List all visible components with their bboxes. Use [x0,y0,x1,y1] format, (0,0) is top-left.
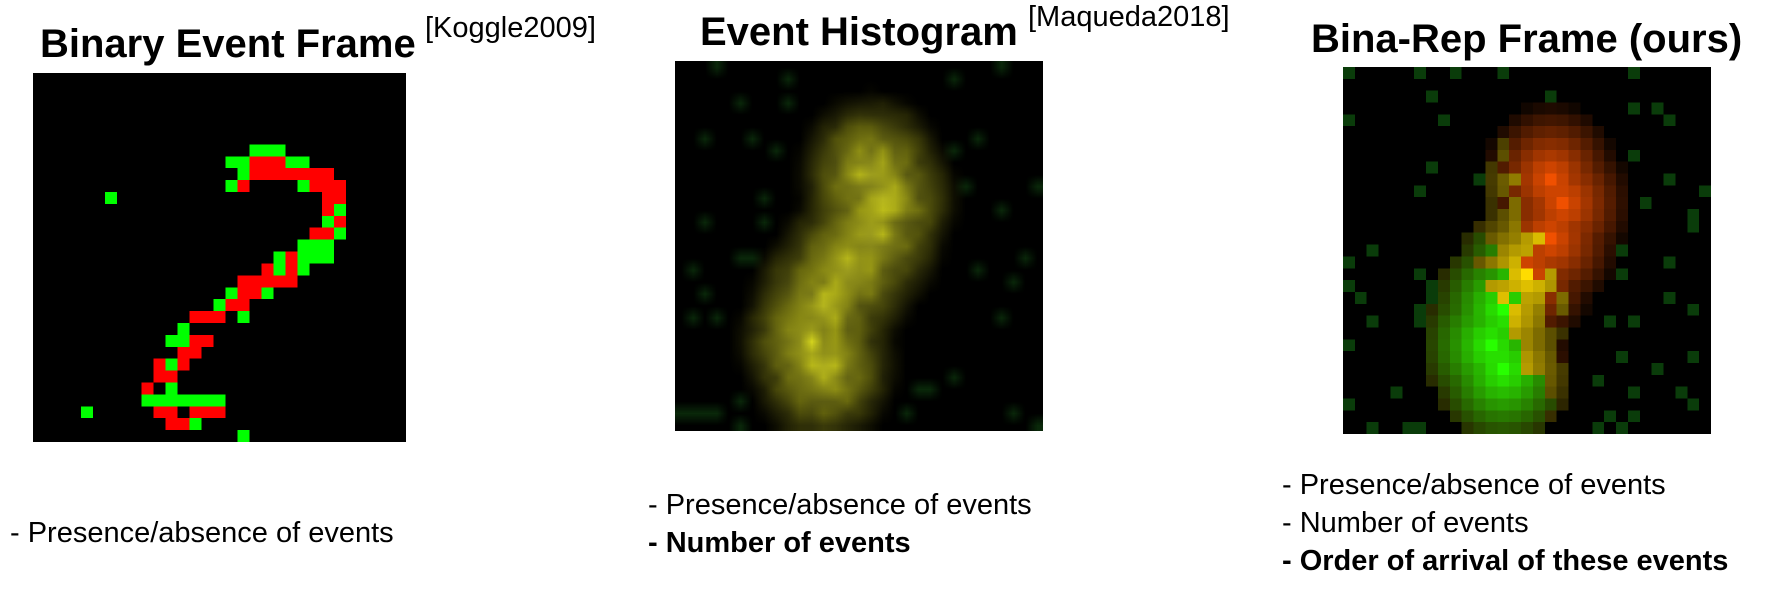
bina-rep-frame-image [1343,67,1711,434]
binary-event-frame-features: - Presence/absence of events [10,514,394,552]
feature-item: - Order of arrival of these events [1282,545,1729,577]
feature-item: - Number of events [648,527,911,559]
binary-event-frame-citation: [Koggle2009] [425,12,596,44]
feature-item: - Presence/absence of events [648,489,1032,521]
feature-item: - Number of events [1282,507,1529,539]
event-histogram-title: Event Histogram [700,10,1018,54]
event-histogram-image [675,61,1043,431]
feature-item: - Presence/absence of events [10,517,394,549]
event-histogram-citation: [Maqueda2018] [1028,1,1230,33]
binary-event-frame-image [33,73,406,442]
bina-rep-frame-title: Bina-Rep Frame (ours) [1311,17,1743,61]
bina-rep-frame-features: - Presence/absence of events - Number of… [1282,466,1728,580]
event-histogram-features: - Presence/absence of events - Number of… [648,486,1032,562]
feature-item: - Presence/absence of events [1282,469,1666,501]
binary-event-frame-title: Binary Event Frame [40,22,416,66]
